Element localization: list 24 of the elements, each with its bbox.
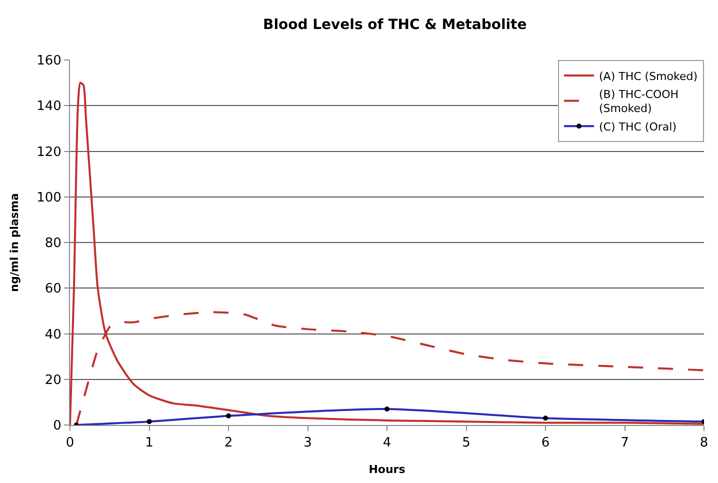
- x-tick-label: 6: [541, 436, 550, 451]
- y-tick-label: 0: [53, 418, 62, 434]
- y-tick-label: 100: [36, 190, 62, 206]
- x-tick-label: 3: [304, 436, 312, 451]
- legend-label: (A) THC (Smoked): [599, 70, 698, 83]
- y-tick-label: 20: [44, 372, 62, 388]
- y-tick-label: 60: [44, 282, 62, 297]
- x-tick-label: 1: [145, 436, 154, 451]
- y-tick-label: 40: [44, 327, 62, 342]
- y-tick-label: 160: [36, 54, 62, 69]
- y-axis-title: ng/ml in plasma: [8, 193, 22, 292]
- x-tick-label: 0: [66, 436, 74, 451]
- x-axis-title: Hours: [368, 462, 406, 476]
- x-tick-label: 7: [620, 436, 629, 451]
- legend-label: (C) THC (Oral): [599, 120, 676, 134]
- x-tick-label: 2: [224, 436, 233, 451]
- legend-label: (B) THC-COOH (Smoked): [599, 88, 679, 116]
- y-tick-label: 120: [36, 144, 62, 160]
- y-tick-label: 80: [44, 236, 62, 252]
- chart-title: Blood Levels of THC & Metabolite: [263, 17, 527, 34]
- x-tick-label: 5: [462, 436, 470, 451]
- x-tick-label: 8: [700, 436, 708, 451]
- x-tick-label: 4: [382, 436, 392, 451]
- y-tick-label: 140: [36, 99, 62, 114]
